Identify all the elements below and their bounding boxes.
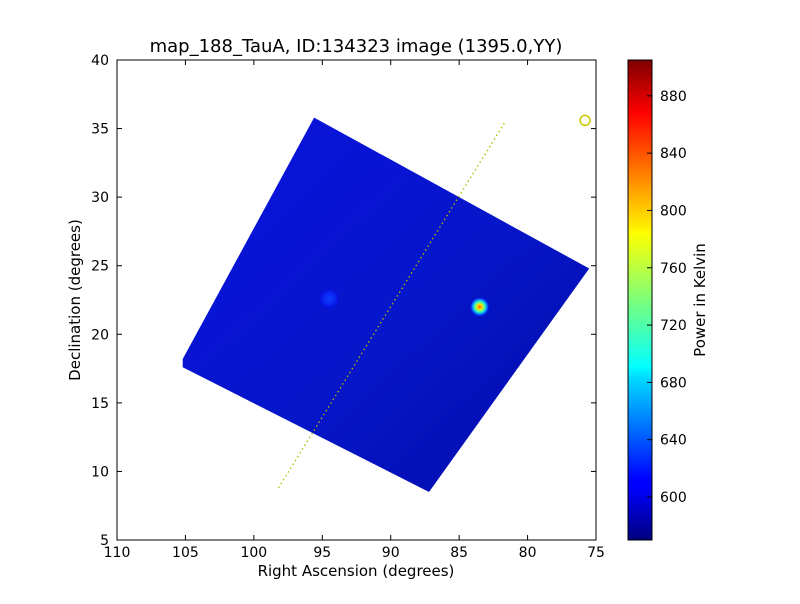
x-tick-label: 105 bbox=[172, 545, 199, 561]
x-tick-label: 95 bbox=[313, 545, 331, 561]
colorbar-label: Power in Kelvin bbox=[691, 243, 709, 357]
colorbar-ticks: 600 640 680 720 760 800 840 880 bbox=[647, 89, 687, 506]
source-2 bbox=[318, 287, 341, 310]
x-tick-label: 90 bbox=[382, 545, 400, 561]
colorbar-tick-label: 680 bbox=[660, 375, 687, 391]
y-tick-label: 30 bbox=[91, 190, 109, 206]
colorbar-tick-label: 720 bbox=[660, 318, 687, 334]
chart-title: map_188_TauA, ID:134323 image (1395.0,YY… bbox=[150, 36, 563, 57]
y-tick-label: 40 bbox=[91, 53, 109, 69]
y-axis-label: Declination (degrees) bbox=[66, 219, 84, 381]
x-ticks: 110 105 100 95 90 85 80 75 bbox=[104, 60, 605, 561]
x-axis-label: Right Ascension (degrees) bbox=[258, 562, 455, 580]
y-tick-label: 20 bbox=[91, 327, 109, 343]
x-tick-label: 75 bbox=[587, 545, 605, 561]
colorbar-tick-label: 760 bbox=[660, 261, 687, 277]
y-tick-label: 25 bbox=[91, 259, 109, 275]
source-1 bbox=[469, 296, 490, 317]
y-ticks: 5 10 15 20 25 30 35 40 bbox=[91, 53, 596, 549]
plot-frame bbox=[116, 59, 597, 541]
colorbar-tick-label: 800 bbox=[660, 203, 687, 219]
overlay-layer bbox=[277, 114, 591, 489]
colorbar bbox=[627, 59, 653, 541]
map-region bbox=[182, 117, 590, 492]
colorbar-tick-label: 880 bbox=[660, 89, 687, 105]
y-tick-label: 5 bbox=[100, 533, 109, 549]
colorbar-tick-label: 600 bbox=[660, 490, 687, 506]
x-tick-label: 85 bbox=[450, 545, 468, 561]
colorbar-tick-label: 840 bbox=[660, 146, 687, 162]
map-layer bbox=[182, 117, 590, 492]
colorbar-tick-label: 640 bbox=[660, 433, 687, 449]
x-tick-label: 100 bbox=[240, 545, 267, 561]
y-tick-label: 35 bbox=[91, 122, 109, 138]
x-tick-label: 80 bbox=[519, 545, 537, 561]
y-tick-label: 15 bbox=[91, 396, 109, 412]
marker-circle bbox=[579, 114, 591, 127]
y-tick-label: 10 bbox=[91, 464, 109, 480]
x-tick-label: 110 bbox=[104, 545, 131, 561]
